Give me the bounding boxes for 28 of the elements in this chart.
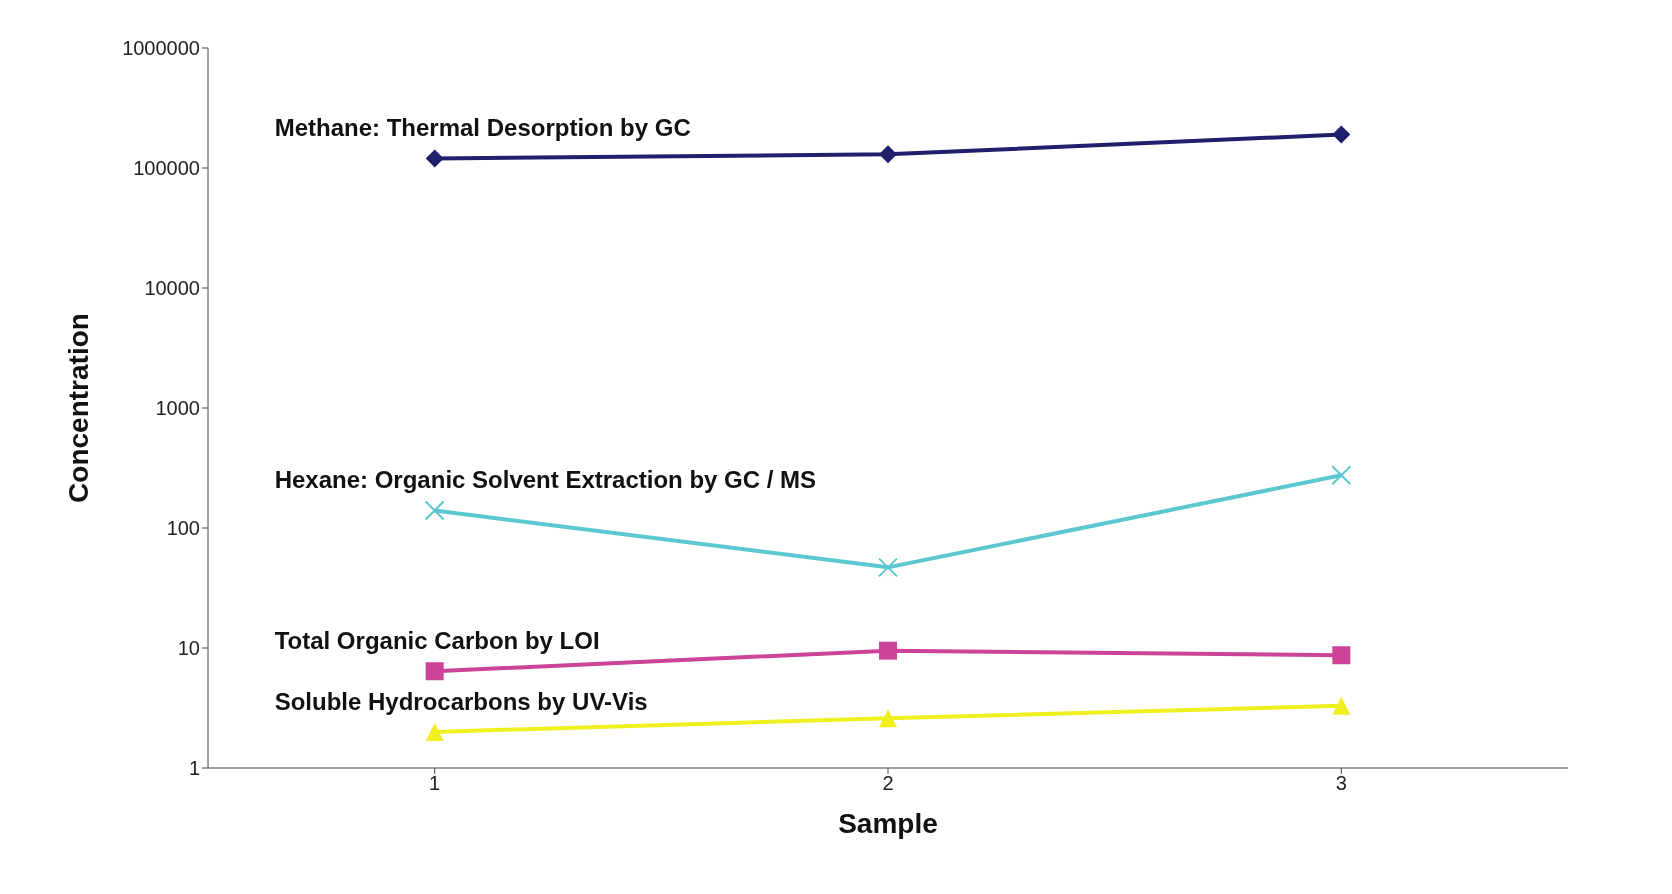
series-label: Methane: Thermal Desorption by GC: [274, 114, 691, 142]
point: [879, 641, 897, 660]
point: [425, 662, 444, 681]
x-tick-label: 2: [882, 772, 894, 795]
point: [1331, 465, 1352, 486]
y-tick-label: 100000: [133, 157, 200, 180]
x-tick-label: 1: [429, 772, 441, 795]
point: [425, 149, 444, 168]
point: [1332, 646, 1351, 665]
point: [1332, 696, 1351, 715]
y-tick-label: 10: [177, 637, 200, 660]
y-tick-label: 1: [188, 757, 200, 780]
y-tick-label: 10000: [144, 277, 200, 300]
series-label: Total Organic Carbon by LOI: [274, 627, 600, 655]
x-tick-label: 3: [1335, 772, 1347, 795]
x-axis-title: Sample: [838, 808, 938, 839]
point: [879, 709, 897, 728]
point: [424, 500, 445, 521]
point: [878, 557, 898, 578]
series-label: Hexane: Organic Solvent Extraction by GC / MS: [274, 466, 817, 494]
y-tick-label: 1000: [155, 397, 200, 420]
y-tick-label: 1000000: [122, 37, 200, 60]
point: [1332, 125, 1351, 144]
point: [425, 722, 444, 741]
y-tick-label: 100: [166, 517, 200, 540]
y-axis-title: Concentration: [62, 313, 94, 503]
point: [879, 145, 897, 164]
series-label: Soluble Hydrocarbons by UV-Vis: [274, 687, 648, 715]
